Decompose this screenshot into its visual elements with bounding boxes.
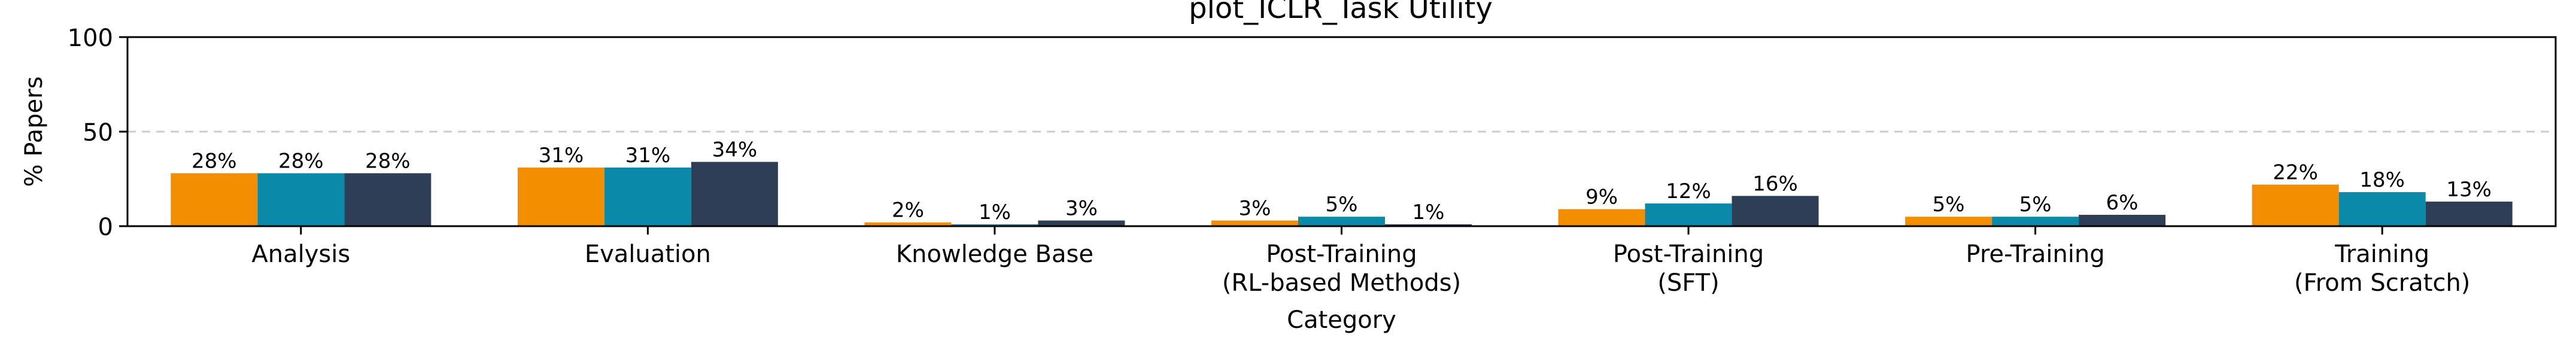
- bar-data-label: 9%: [1585, 185, 1618, 209]
- bar-1-series-2: [691, 162, 778, 226]
- y-axis-ticks: 0 50 100: [68, 25, 127, 241]
- bar-3-series-0: [1211, 220, 1298, 226]
- bar-5-series-0: [1905, 217, 1992, 226]
- y-axis-label: % Papers: [20, 77, 48, 187]
- bar-data-label: 18%: [2359, 168, 2405, 192]
- x-tick-label: Pre-Training: [1966, 241, 2105, 268]
- bar-data-label: 28%: [365, 150, 411, 174]
- bar-data-label: 28%: [192, 150, 237, 174]
- bar-data-label: 2%: [892, 199, 924, 223]
- bar-data-label: 13%: [2446, 178, 2492, 202]
- bar-data-label: 31%: [625, 144, 671, 168]
- bar-6-series-1: [2338, 192, 2426, 226]
- bar-data-label: 5%: [1933, 193, 1965, 217]
- bar-4-series-2: [1731, 196, 1819, 226]
- bar-1-series-1: [604, 168, 691, 226]
- x-tick-label: (From Scratch): [2294, 269, 2470, 297]
- x-tick-label: Knowledge Base: [896, 241, 1093, 268]
- bar-data-label: 16%: [1752, 172, 1798, 196]
- bar-data-label: 3%: [1239, 197, 1271, 221]
- x-tick-label: (SFT): [1657, 269, 1719, 297]
- bar-data-label: 5%: [2019, 193, 2052, 217]
- bar-data-label: 5%: [1326, 193, 1358, 217]
- bar-4-series-1: [1645, 203, 1732, 226]
- y-tick-label: 100: [68, 25, 113, 52]
- bar-1-series-0: [517, 168, 604, 226]
- x-tick-label: Evaluation: [585, 241, 711, 268]
- x-tick-label: Post-Training: [1266, 241, 1417, 268]
- x-tick-label: Analysis: [251, 241, 350, 268]
- bar-2-series-2: [1038, 220, 1125, 226]
- bar-data-label: 28%: [278, 150, 324, 174]
- bars-group: [171, 162, 2513, 226]
- x-tick-label: (RL-based Methods): [1222, 269, 1461, 297]
- bar-0-series-1: [257, 173, 345, 226]
- bar-6-series-0: [2252, 184, 2339, 226]
- x-axis-ticks: Analysis Evaluation Knowledge Base Post-Tra…: [251, 226, 2470, 297]
- bar-data-label: 1%: [1412, 200, 1445, 224]
- bar-5-series-2: [2079, 215, 2166, 226]
- bar-data-label: 12%: [1666, 180, 1711, 203]
- chart-title: plot_ICLR_Task Utility: [1189, 0, 1493, 25]
- y-tick-label: 0: [98, 214, 113, 241]
- bar-2-series-1: [951, 224, 1038, 226]
- bar-0-series-0: [171, 173, 258, 226]
- bar-data-label: 22%: [2273, 160, 2318, 184]
- x-axis-label: Category: [1287, 306, 1396, 334]
- y-tick-label: 50: [83, 119, 113, 147]
- x-tick-label: Training: [2334, 241, 2429, 268]
- bar-6-series-2: [2425, 201, 2513, 226]
- bar-data-label: 6%: [2106, 191, 2138, 215]
- bar-3-series-1: [1298, 217, 1385, 226]
- bar-0-series-2: [344, 173, 432, 226]
- bar-5-series-1: [1992, 217, 2079, 226]
- bar-data-label: 3%: [1065, 197, 1098, 221]
- bar-2-series-0: [864, 222, 952, 226]
- bar-data-label: 34%: [712, 138, 758, 162]
- bar-data-label: 31%: [539, 144, 584, 168]
- bar-data-label: 1%: [979, 200, 1011, 224]
- bar-4-series-0: [1558, 209, 1645, 226]
- x-tick-label: Post-Training: [1613, 241, 1764, 268]
- bar-labels-group: 28% 28% 28% 31% 31% 34% 2% 1% 3% 3% 5% 1% 9% 12% 16% 5%…: [192, 138, 2492, 224]
- bar-3-series-2: [1385, 224, 1472, 226]
